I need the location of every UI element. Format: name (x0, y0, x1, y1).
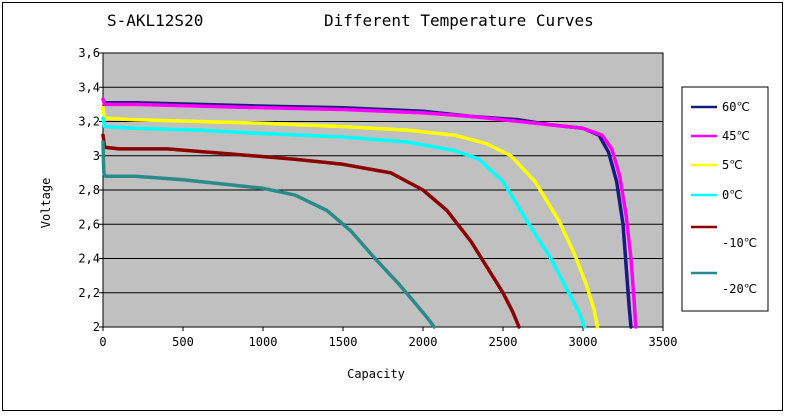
y-tick-label: 3,4 (78, 80, 100, 94)
y-tick-label: 2,8 (78, 183, 100, 197)
series-line (101, 97, 638, 329)
chart-title: Different Temperature Curves (324, 11, 594, 30)
axis-ticks: 2 2,2 2,4 2,6 2,8 3 3,2 3,4 3,6 0 500 1000 1500 2000 2… (78, 46, 677, 349)
legend-label: 45℃ (722, 129, 750, 143)
legend-label: -20℃ (722, 282, 757, 296)
x-tick-label: 1000 (249, 335, 278, 349)
legend-label: 60℃ (722, 100, 750, 114)
gridlines (103, 52, 663, 328)
series-line (101, 140, 436, 329)
y-tick-label: 2,2 (78, 286, 100, 300)
chart-svg: S-AKL12S20 Different Temperature Curves … (39, 11, 769, 381)
x-tick-label: 2000 (409, 335, 438, 349)
series-lines (101, 97, 638, 329)
legend-label: 0℃ (722, 188, 743, 202)
x-tick-label: 3000 (569, 335, 598, 349)
y-tick-label: 3 (93, 149, 100, 163)
x-tick-label: 500 (172, 335, 194, 349)
x-tick-label: 1500 (329, 335, 358, 349)
x-tick-label: 3500 (649, 335, 678, 349)
y-tick-label: 2 (93, 320, 100, 334)
y-tick-label: 2,6 (78, 217, 100, 231)
y-tick-label: 3,2 (78, 115, 100, 129)
series-line (101, 106, 600, 329)
series-line (101, 133, 521, 329)
y-tick-label: 2,4 (78, 252, 100, 266)
chart-model-label: S-AKL12S20 (107, 11, 203, 30)
legend: 60℃ 45℃ 5℃ 0℃ -10℃ -20℃ (691, 100, 757, 296)
x-tick-label: 0 (99, 335, 106, 349)
y-tick-label: 3,6 (78, 46, 100, 60)
series-line (101, 116, 587, 329)
y-axis-label: Voltage (39, 178, 53, 229)
legend-label: 5℃ (722, 158, 743, 172)
x-tick-label: 2500 (489, 335, 518, 349)
chart-frame: S-AKL12S20 Different Temperature Curves … (2, 2, 783, 411)
legend-label: -10℃ (722, 236, 757, 250)
x-axis-label: Capacity (347, 367, 405, 381)
